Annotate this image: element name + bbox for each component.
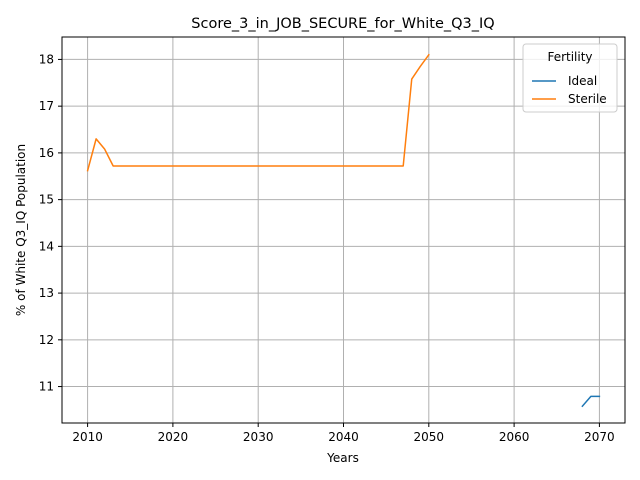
- x-tick-label: 2050: [414, 430, 445, 444]
- x-tick-label: 2010: [72, 430, 103, 444]
- series-line-ideal: [581, 395, 601, 408]
- y-tick-label: 11: [39, 380, 54, 394]
- legend-label-sterile: Sterile: [568, 92, 607, 106]
- y-tick-label: 14: [39, 239, 54, 253]
- x-tick-label: 2030: [243, 430, 274, 444]
- x-axis-label: Years: [326, 451, 359, 465]
- x-tick-label: 2070: [584, 430, 615, 444]
- y-tick-label: 12: [39, 333, 54, 347]
- series-line-sterile: [86, 53, 430, 172]
- series-lines: [86, 53, 601, 408]
- y-tick-label: 15: [39, 193, 54, 207]
- x-tick-label: 2040: [328, 430, 359, 444]
- y-tick-label: 18: [39, 52, 54, 66]
- legend-title: Fertility: [547, 50, 592, 64]
- legend: Fertility Ideal Sterile: [522, 43, 618, 113]
- y-tick-label: 17: [39, 99, 54, 113]
- y-axis-ticks: 11 12 13 14 15 16 17 18: [39, 52, 62, 394]
- legend-box: [522, 43, 618, 113]
- chart-title: Score_3_in_JOB_SECURE_for_White_Q3_IQ: [191, 16, 494, 32]
- x-tick-label: 2060: [499, 430, 530, 444]
- x-tick-label: 2020: [158, 430, 189, 444]
- y-tick-label: 13: [39, 286, 54, 300]
- legend-label-ideal: Ideal: [568, 74, 597, 88]
- y-tick-label: 16: [39, 146, 54, 160]
- x-axis-ticks: 2010 2020 2030 2040 2050 2060 2070: [72, 423, 615, 444]
- y-axis-label: % of White Q3_IQ Population: [14, 144, 28, 316]
